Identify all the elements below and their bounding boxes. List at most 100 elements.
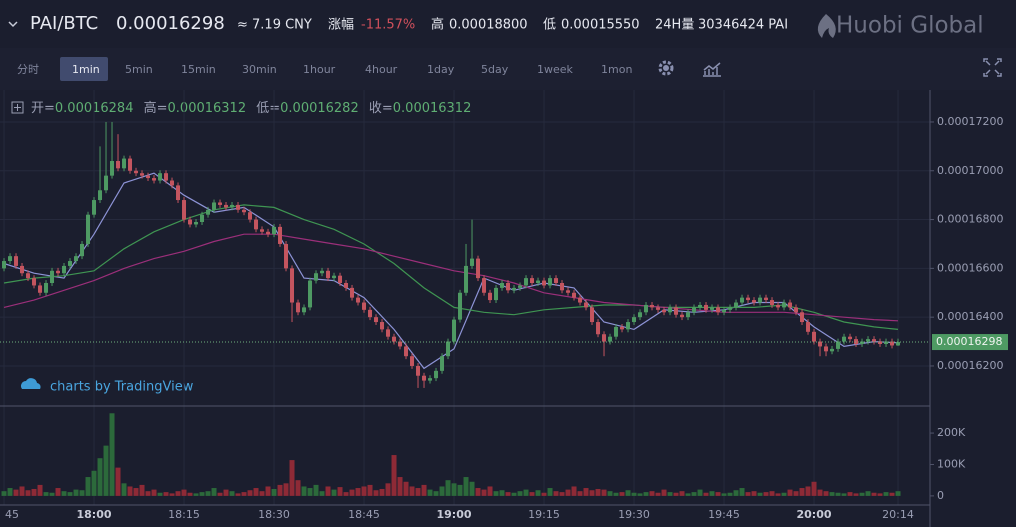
- interval-button[interactable]: 1hour: [303, 63, 336, 76]
- candle-body: [806, 322, 811, 332]
- volume-bar: [169, 493, 175, 496]
- candle-body: [236, 204, 241, 210]
- candle-body: [668, 307, 673, 313]
- volume-bar: [721, 493, 727, 496]
- candle-body: [380, 322, 385, 330]
- volume-bar: [271, 488, 277, 496]
- legend-value: 0.00016282: [280, 101, 359, 116]
- fullscreen-icon[interactable]: [983, 58, 1002, 77]
- interval-button[interactable]: 15min: [181, 63, 216, 76]
- volume-bar: [301, 486, 307, 496]
- candle-body: [722, 309, 727, 313]
- x-tick-label: 18:15: [168, 508, 200, 521]
- volume-bar: [19, 486, 25, 496]
- last-price-label: 0.00016298: [936, 335, 1002, 348]
- candle-body: [20, 265, 25, 274]
- volume-bar: [517, 491, 523, 496]
- volume-bar: [799, 488, 805, 496]
- low-label: 低: [543, 18, 556, 33]
- volume-bar: [613, 492, 619, 496]
- candle-body: [608, 336, 613, 342]
- candle-body: [278, 226, 283, 244]
- candle-body: [740, 297, 745, 303]
- pair[interactable]: PAI/BTC: [30, 13, 98, 34]
- candle-body: [350, 287, 355, 298]
- volume-bar: [103, 445, 109, 496]
- candle-body: [386, 329, 391, 337]
- candle-body: [548, 278, 553, 286]
- candle-body: [476, 258, 481, 279]
- volume-bar: [55, 488, 61, 496]
- candle-body: [494, 287, 499, 301]
- volume-bar: [421, 484, 427, 496]
- settings-icon[interactable]: [658, 60, 674, 76]
- legend-toggle[interactable]: [11, 101, 24, 114]
- candle-body: [620, 326, 625, 330]
- interval-button[interactable]: 1mon: [601, 63, 632, 76]
- volume-bar: [91, 470, 97, 496]
- dropdown-icon[interactable]: [8, 21, 18, 28]
- candle-body: [2, 261, 7, 269]
- volume-bar: [595, 488, 601, 496]
- volume-bar: [331, 489, 337, 496]
- volume-bar: [187, 492, 193, 496]
- candle-body: [440, 356, 445, 371]
- indicators-icon[interactable]: [703, 62, 721, 77]
- y-tick-label: 0.00017000: [937, 164, 1003, 177]
- volume-tick-label: 100K: [937, 457, 966, 470]
- volume-bar: [805, 486, 811, 496]
- candle-body: [26, 273, 31, 279]
- candle-body: [308, 280, 313, 308]
- volume-bar: [607, 491, 613, 496]
- volume-bar: [97, 458, 103, 496]
- interval-button[interactable]: 5day: [481, 63, 509, 76]
- candle-body: [824, 346, 829, 352]
- volume-bar: [475, 488, 481, 496]
- interval-button[interactable]: 5min: [125, 63, 153, 76]
- volume-bar: [781, 492, 787, 496]
- candle-body: [206, 209, 211, 215]
- volume-bar: [13, 489, 19, 496]
- candle-body: [332, 275, 337, 279]
- interval-button[interactable]: 1day: [427, 63, 455, 76]
- interval-button[interactable]: 30min: [242, 63, 277, 76]
- volume-bar: [265, 486, 271, 496]
- candle-body: [38, 285, 43, 293]
- interval-button[interactable]: 4hour: [365, 63, 398, 76]
- volume-bar: [535, 490, 541, 496]
- candle-body: [296, 302, 301, 313]
- legend-label: 低=: [256, 101, 280, 116]
- interval-button[interactable]: 分时: [17, 63, 39, 76]
- volume-bar: [787, 489, 793, 496]
- volume-bar: [7, 488, 13, 496]
- x-tick-label: 19:15: [528, 508, 560, 521]
- high-label: 高: [431, 17, 444, 33]
- y-tick-label: 0.00016400: [937, 310, 1003, 323]
- candle-body: [752, 300, 757, 303]
- y-tick-label: 0.00017200: [937, 115, 1003, 128]
- interval-button[interactable]: 1min: [72, 63, 100, 76]
- volume-bar: [1, 491, 7, 496]
- volume-bar: [811, 481, 817, 496]
- candle-body: [170, 180, 175, 186]
- candle-body: [884, 341, 889, 345]
- candle-body: [500, 283, 505, 288]
- volume-bar: [43, 492, 49, 496]
- volume-bar: [655, 492, 661, 496]
- volume-bar: [661, 489, 667, 496]
- candle-body: [728, 307, 733, 310]
- candle-body: [566, 290, 571, 293]
- candle-body: [464, 265, 469, 293]
- plot-area: 45 18:00 18:15 18:30 18:45 19:00 19:15 19:30 19:…: [0, 90, 1008, 527]
- volume-bar: [691, 492, 697, 496]
- volume-bar: [115, 467, 121, 496]
- volume-bar: [205, 491, 211, 496]
- volume-bar: [223, 489, 229, 496]
- volume-bar: [373, 490, 379, 496]
- candle-body: [230, 204, 235, 208]
- interval-button[interactable]: 1week: [537, 63, 574, 76]
- volume-bar: [463, 477, 469, 496]
- tradingview-credit[interactable]: charts by TradingView: [50, 380, 194, 395]
- volume-tick-label: 200K: [937, 426, 966, 439]
